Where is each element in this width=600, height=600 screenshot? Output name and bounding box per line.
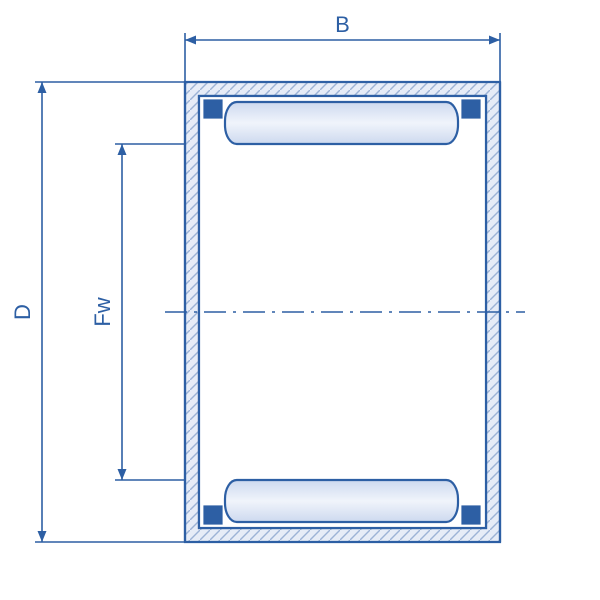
cage-bottom-right [462, 506, 480, 524]
label-fw: Fw [90, 297, 115, 326]
roller-top [225, 102, 458, 144]
roller-bottom [225, 480, 458, 522]
label-d: D [10, 304, 35, 320]
cage-bottom-left [204, 506, 222, 524]
cage-top-left [204, 100, 222, 118]
cage-top-right [462, 100, 480, 118]
label-b: B [335, 12, 350, 37]
